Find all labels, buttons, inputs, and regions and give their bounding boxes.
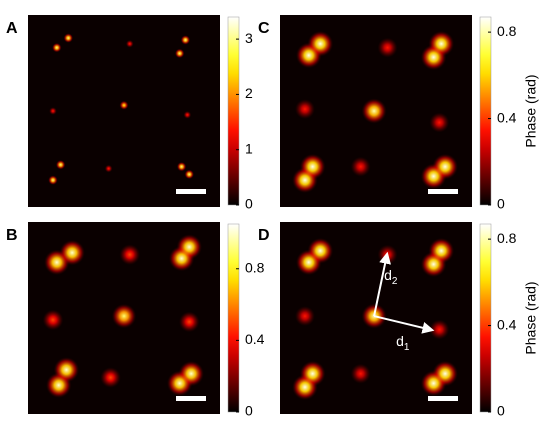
spot	[55, 159, 66, 170]
spot	[104, 164, 113, 173]
spot	[429, 319, 450, 340]
scale-bar	[428, 396, 458, 401]
annotation: d1	[396, 333, 410, 353]
heatmap-panel	[28, 15, 220, 207]
spot	[176, 161, 187, 172]
spot	[59, 239, 85, 266]
annotation-subscript: 2	[392, 276, 398, 287]
spot	[49, 107, 57, 115]
heatmap-panel	[280, 15, 472, 207]
colorbar-tick-label: 0	[497, 196, 505, 212]
spot	[295, 306, 315, 326]
heatmap-panel	[280, 222, 472, 414]
colorbar-tick-label: 1	[245, 140, 253, 156]
spot	[52, 42, 62, 53]
spot	[432, 153, 459, 180]
spot	[176, 234, 203, 260]
spot	[428, 237, 455, 264]
spot	[184, 169, 195, 180]
annotation-text: d	[396, 333, 404, 349]
colorbar-tick-label: 0	[245, 403, 253, 419]
colorbar	[227, 223, 240, 413]
colorbar-tick-label: 0.4	[497, 316, 517, 332]
spot	[180, 35, 191, 45]
spot	[119, 100, 129, 110]
spot	[45, 372, 72, 398]
colorbar	[479, 16, 492, 206]
colorbar-tick-label: 0.4	[497, 109, 517, 125]
spot	[48, 175, 58, 185]
spot	[42, 309, 64, 331]
spot	[174, 48, 185, 59]
spot	[350, 156, 371, 177]
spot	[377, 37, 398, 58]
spot	[428, 30, 455, 57]
spot	[179, 311, 200, 333]
scale-bar	[176, 189, 206, 194]
panel-label: B	[6, 227, 18, 244]
panel-label: A	[6, 20, 18, 37]
spot	[292, 374, 318, 401]
colorbar-tick-label: 0.4	[245, 331, 265, 347]
colorbar-label: Phase (rad)	[523, 74, 539, 147]
colorbar	[227, 16, 240, 206]
spot	[307, 237, 334, 264]
spot	[111, 303, 137, 329]
panel-label: D	[258, 227, 270, 244]
spot	[119, 244, 141, 265]
heatmap-panel	[28, 222, 220, 414]
annotation: d2	[384, 267, 398, 287]
colorbar-tick-label: 0.8	[245, 259, 265, 275]
colorbar-tick-label: 0.8	[497, 23, 517, 39]
colorbar-tick-label: 2	[245, 85, 253, 101]
arrow	[373, 251, 391, 317]
spot	[429, 112, 450, 133]
scale-bar	[176, 396, 206, 401]
colorbar	[479, 223, 492, 413]
annotation-subscript: 1	[404, 342, 410, 353]
annotation-text: d	[384, 267, 392, 283]
colorbar-tick-label: 0	[497, 403, 505, 419]
spot	[183, 111, 192, 119]
colorbar-tick-label: 0.8	[497, 230, 517, 246]
panel-label: C	[258, 20, 270, 37]
spot	[295, 99, 315, 119]
colorbar-tick-label: 3	[245, 30, 253, 46]
scale-bar	[428, 189, 458, 194]
colorbar-label: Phase (rad)	[523, 281, 539, 354]
arrow	[373, 315, 435, 334]
spot	[350, 363, 371, 384]
spot	[100, 367, 121, 388]
spot	[361, 98, 387, 124]
colorbar-tick-label: 0	[245, 196, 253, 212]
spot	[432, 360, 459, 387]
spot	[178, 360, 204, 387]
spot	[307, 30, 334, 57]
spot	[63, 33, 74, 43]
spot	[292, 167, 318, 194]
spot	[125, 39, 134, 48]
